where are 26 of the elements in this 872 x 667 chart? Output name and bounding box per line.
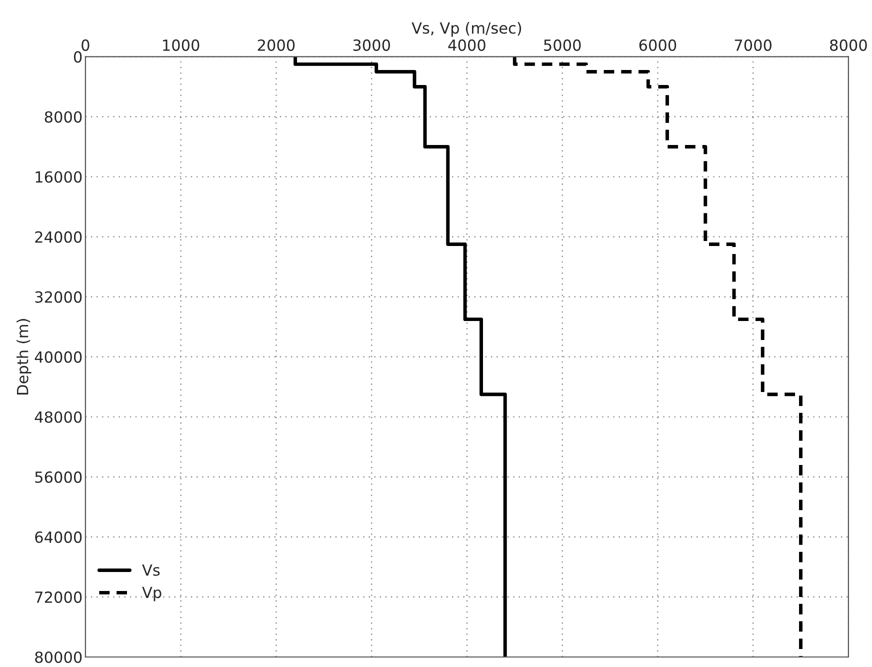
y-axis-title: Depth (m) [16,319,32,394]
x-tick-label: 7000 [734,39,772,51]
line-series [294,56,507,657]
y-tick-label: 40000 [34,351,82,363]
y-tick-label: 32000 [35,291,82,303]
x-tick-label: 0 [82,39,90,51]
y-tick-label: 48000 [34,411,82,423]
legend-label: Vs [142,564,160,576]
line-series [512,56,803,657]
y-tick-label: 8000 [44,111,82,123]
x-tick-label: 6000 [639,39,676,51]
y-tick-label: 16000 [36,171,82,183]
x-tick-label: 4000 [448,39,486,51]
legend-label: Vp [142,586,162,602]
y-tick-label: 0 [74,51,82,63]
x-axis-title: Vs, Vp (m/sec) [412,22,522,37]
y-tick-label: 24000 [35,231,82,243]
y-tick-label: 64000 [35,531,82,543]
x-tick-label: 3000 [353,39,390,51]
x-tick-label: 5000 [544,39,581,51]
y-tick-label: 56000 [35,471,82,483]
y-tick-label: 72000 [35,591,82,603]
y-tick-label: 80000 [35,651,82,664]
x-tick-label: 1000 [163,39,200,51]
x-tick-label: 2000 [258,39,295,51]
x-tick-label: 8000 [830,39,867,51]
